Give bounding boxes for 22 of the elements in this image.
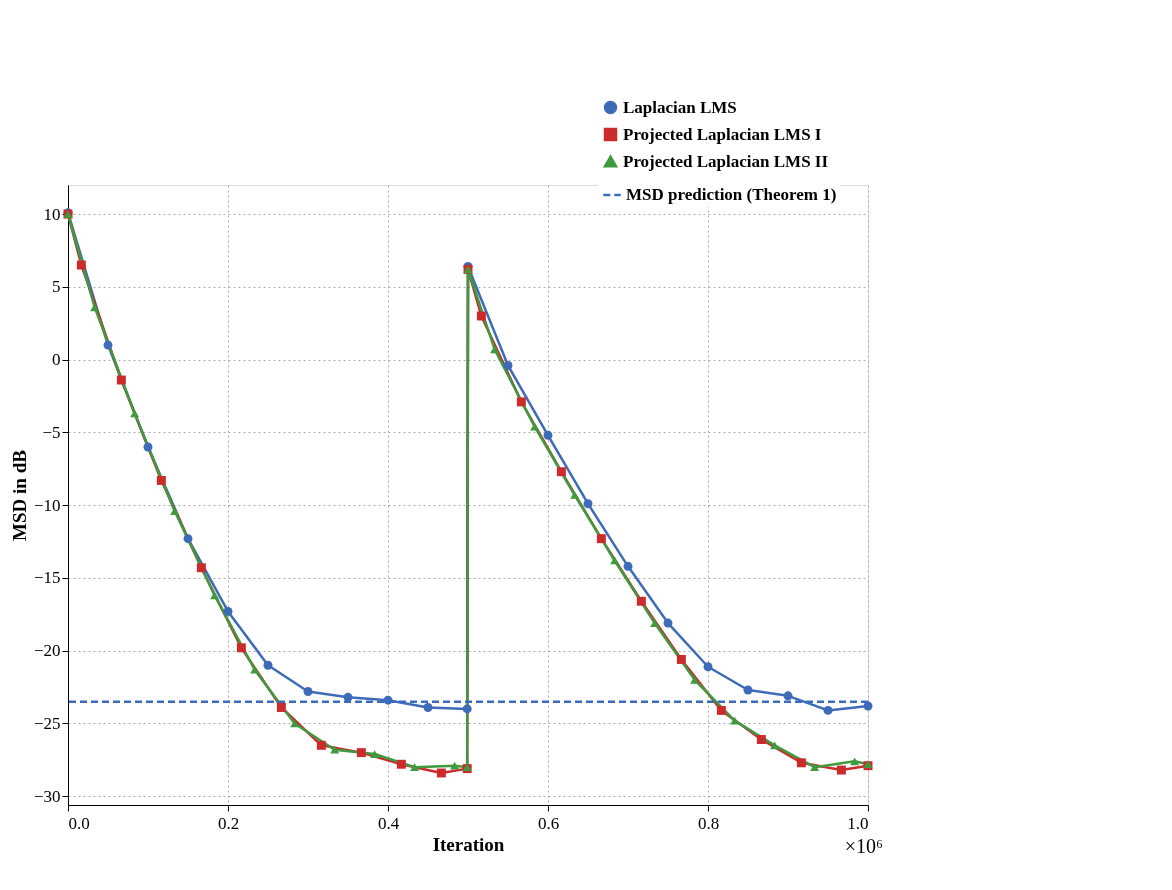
y-tick-label: 5: [52, 277, 61, 297]
y-tick-label: −30: [33, 786, 61, 806]
x-tick-label: 0.8: [697, 813, 720, 833]
legend-label: MSD prediction (Theorem 1): [626, 185, 837, 204]
y-tick-label: −5: [42, 422, 61, 442]
y-tick-label: 10: [43, 204, 61, 224]
y-tick-label: −20: [33, 641, 61, 661]
y-tick-label: −25: [33, 714, 61, 733]
x-tick-label: 0.6: [537, 813, 560, 833]
x-tick-label: 0.4: [377, 813, 400, 833]
legend-label: Laplacian LMS: [623, 97, 737, 117]
y-tick-label: −10: [33, 495, 61, 515]
y-axis-title: MSD in dB: [8, 449, 30, 541]
x-tick-label: 0.0: [68, 813, 90, 833]
x-axis-title: Iteration: [432, 833, 505, 855]
x-tick-label: 0.2: [217, 813, 240, 833]
y-tick-label: −15: [33, 568, 61, 588]
y-tick-label: 0: [52, 350, 61, 370]
x-tick-label: 1.0: [847, 813, 869, 833]
legend-label: Projected Laplacian LMS I: [623, 124, 822, 144]
text: ×10⁶: [844, 835, 884, 857]
legend-label: Projected Laplacian LMS II: [623, 151, 829, 171]
